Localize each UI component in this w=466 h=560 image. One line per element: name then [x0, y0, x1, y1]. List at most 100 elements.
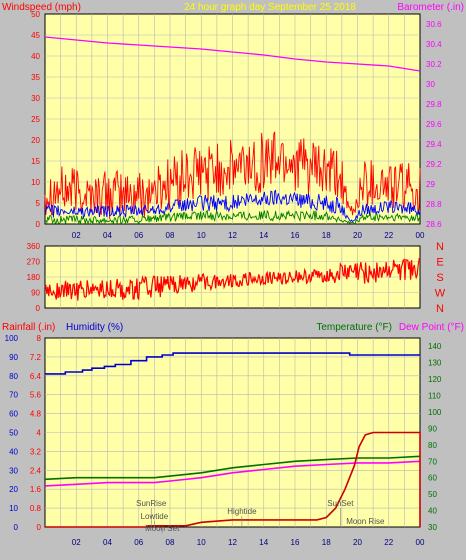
rainfall-y-tick-label: 6.4 [30, 372, 42, 381]
humidity-y-tick-label: 10 [9, 504, 18, 513]
windspeed-y-tick-label: 50 [31, 10, 40, 19]
climate-x-tick-label: 08 [166, 538, 175, 547]
rainfall-y-tick-label: 0.8 [30, 504, 42, 513]
series-line-wind-average-mph [44, 189, 421, 223]
climate-x-tick-label: 12 [228, 538, 237, 547]
rainfall-y-tick-label: 1.6 [30, 485, 42, 494]
temperature-y-tick-label: 100 [428, 408, 442, 417]
humidity-y-tick-label: 100 [5, 334, 19, 343]
temperature-y-tick-label: 50 [428, 490, 437, 499]
series-line-windspeed-mph [44, 131, 421, 220]
compass-label: S [436, 272, 443, 284]
wind-x-tick-label: 10 [197, 231, 206, 240]
windspeed-y-tick-label: 15 [31, 157, 40, 166]
barometer-axis-title: Barometer (.in) [397, 2, 464, 13]
rainfall-y-tick-label: 5.6 [30, 391, 42, 400]
humidity-axis-title: Humidity (%) [66, 322, 123, 333]
humidity-y-tick-label: 90 [9, 353, 18, 362]
temperature-y-tick-label: 90 [428, 424, 437, 433]
barometer-y-tick-label: 28.6 [426, 220, 442, 229]
rainfall-axis-title: Rainfall (.in) [2, 322, 55, 333]
barometer-y-tick-label: 30.2 [426, 60, 442, 69]
annotation-label: SunSet [327, 499, 354, 508]
barometer-y-tick-label: 30 [426, 80, 435, 89]
windspeed-y-tick-label: 0 [36, 220, 41, 229]
rainfall-y-tick-label: 0 [37, 523, 42, 532]
dewpoint-axis-title: Dew Point (°F) [399, 322, 464, 333]
direction-y-tick-label: 90 [31, 289, 40, 298]
series-line-barometer-in [44, 36, 421, 72]
windspeed-y-tick-label: 20 [31, 136, 40, 145]
barometer-y-tick-label: 29.4 [426, 140, 442, 149]
windspeed-y-tick-label: 25 [31, 115, 40, 124]
climate-x-tick-label: 22 [384, 538, 393, 547]
temperature-y-tick-label: 140 [428, 342, 442, 351]
compass-label: N [436, 303, 444, 315]
barometer-y-tick-label: 29.2 [426, 160, 442, 169]
windspeed-y-tick-label: 10 [31, 178, 40, 187]
annotation-label: Moon Set [145, 524, 180, 533]
humidity-y-tick-label: 80 [9, 372, 18, 381]
climate-x-tick-label: 04 [103, 538, 112, 547]
temperature-y-tick-label: 30 [428, 523, 437, 532]
chart-title: 24 hour graph day September 25 2018 [184, 2, 356, 13]
compass-label: E [436, 257, 443, 269]
humidity-y-tick-label: 20 [9, 485, 18, 494]
annotation-label: Hightide [227, 507, 257, 516]
barometer-y-tick-label: 30.6 [426, 20, 442, 29]
barometer-y-tick-label: 29 [426, 180, 435, 189]
wind-x-tick-label: 02 [72, 231, 81, 240]
climate-x-tick-label: 02 [72, 538, 81, 547]
temperature-y-tick-label: 60 [428, 474, 437, 483]
annotation-label: Lowtide [141, 512, 169, 521]
rainfall-y-tick-label: 4 [37, 429, 42, 438]
wind-x-tick-label: 20 [353, 231, 362, 240]
wind-x-tick-label: 16 [291, 231, 300, 240]
humidity-y-tick-label: 40 [9, 447, 18, 456]
barometer-y-tick-label: 30.4 [426, 40, 442, 49]
humidity-y-tick-label: 0 [14, 523, 19, 532]
barometer-y-tick-label: 28.8 [426, 200, 442, 209]
windspeed-y-tick-label: 35 [31, 73, 40, 82]
temperature-y-tick-label: 40 [428, 507, 437, 516]
annotation-label: SunRise [136, 499, 167, 508]
humidity-y-tick-label: 60 [9, 410, 18, 419]
windspeed-axis-title: Windspeed (mph) [2, 2, 81, 13]
wind-x-tick-label: 04 [103, 231, 112, 240]
climate-x-tick-label: 20 [353, 538, 362, 547]
temperature-y-tick-label: 120 [428, 375, 442, 384]
windspeed-y-tick-label: 45 [31, 31, 40, 40]
windspeed-y-tick-label: 40 [31, 52, 40, 61]
direction-y-tick-label: 270 [27, 258, 41, 267]
humidity-y-tick-label: 30 [9, 466, 18, 475]
climate-x-tick-label: 00 [416, 538, 425, 547]
rainfall-y-tick-label: 3.2 [30, 447, 42, 456]
climate-x-tick-label: 18 [322, 538, 331, 547]
compass-label: N [436, 241, 444, 253]
climate-x-tick-label: 14 [259, 538, 268, 547]
wind-x-tick-label: 12 [228, 231, 237, 240]
temperature-y-tick-label: 130 [428, 359, 442, 368]
rainfall-y-tick-label: 2.4 [30, 466, 42, 475]
direction-y-tick-label: 360 [27, 242, 41, 251]
rainfall-y-tick-label: 8 [37, 334, 42, 343]
barometer-y-tick-label: 29.6 [426, 120, 442, 129]
temperature-axis-title: Temperature (°F) [316, 322, 392, 333]
temperature-y-tick-label: 70 [428, 457, 437, 466]
humidity-y-tick-label: 70 [9, 391, 18, 400]
windspeed-y-tick-label: 30 [31, 94, 40, 103]
windspeed-y-tick-label: 5 [36, 199, 41, 208]
climate-x-tick-label: 06 [134, 538, 143, 547]
series-line-wind-gust-mph [44, 209, 421, 226]
direction-y-tick-label: 0 [36, 304, 41, 313]
rainfall-y-tick-label: 7.2 [30, 353, 42, 362]
wind-x-tick-label: 08 [166, 231, 175, 240]
wind-x-tick-label: 00 [416, 231, 425, 240]
direction-y-tick-label: 180 [27, 273, 41, 282]
temperature-y-tick-label: 110 [428, 392, 441, 401]
barometer-y-tick-label: 29.8 [426, 100, 442, 109]
series-line-temperature-f [44, 455, 421, 481]
wind-x-tick-label: 06 [134, 231, 143, 240]
